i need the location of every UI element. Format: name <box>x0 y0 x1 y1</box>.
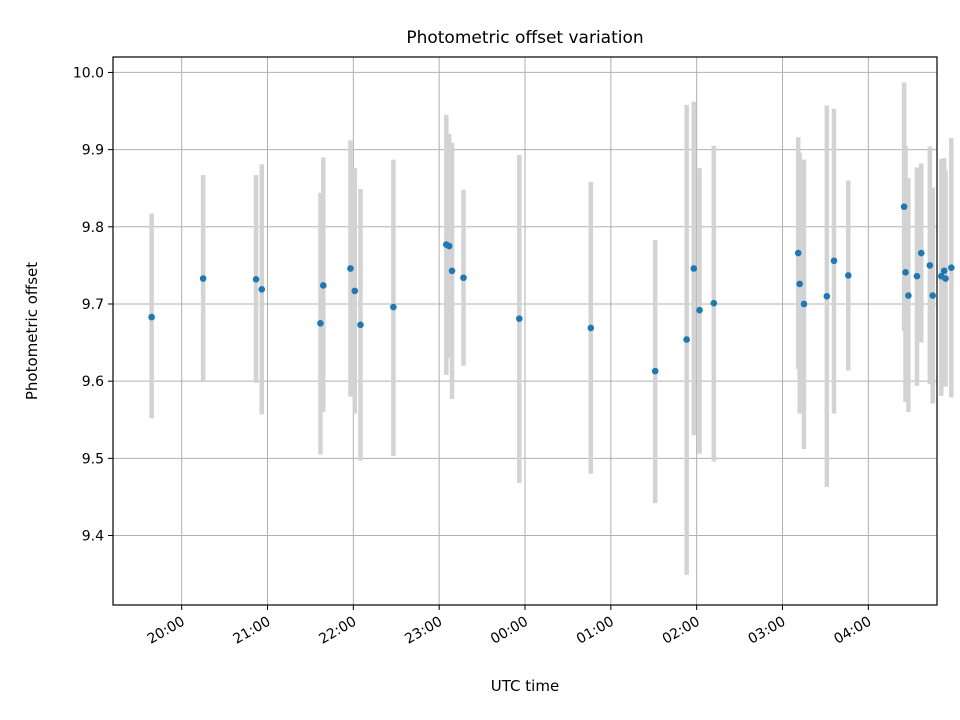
data-point <box>796 280 803 288</box>
data-points <box>148 203 955 375</box>
y-tick-label: 9.7 <box>82 297 104 313</box>
data-point <box>794 249 802 257</box>
data-point <box>148 313 155 321</box>
data-point <box>258 286 266 293</box>
data-point <box>800 300 808 308</box>
data-point <box>683 336 690 343</box>
data-point <box>587 324 595 332</box>
data-point <box>845 272 852 279</box>
data-point <box>448 267 456 275</box>
data-point <box>347 265 354 272</box>
data-point <box>515 315 523 322</box>
data-point <box>710 299 718 307</box>
y-tick-label: 9.4 <box>82 529 104 545</box>
y-axis-label: Photometric offset <box>23 262 41 400</box>
data-point <box>913 272 921 280</box>
data-point <box>445 242 453 250</box>
data-point <box>942 275 949 282</box>
data-point <box>199 275 207 282</box>
y-tick-label: 9.9 <box>82 143 104 159</box>
y-tick-label: 9.8 <box>82 220 104 236</box>
data-point <box>926 262 934 269</box>
data-point <box>319 282 327 289</box>
data-point <box>830 257 838 265</box>
data-point <box>902 269 909 276</box>
data-point <box>460 274 467 282</box>
data-point <box>929 292 937 299</box>
data-point <box>905 292 912 299</box>
y-tick-label: 10.0 <box>73 65 104 81</box>
data-point <box>900 203 908 211</box>
data-point <box>690 265 698 272</box>
data-point <box>948 264 955 272</box>
data-point <box>696 306 703 314</box>
data-point <box>390 303 397 311</box>
data-point <box>940 267 948 275</box>
x-axis-label: UTC time <box>491 677 559 695</box>
data-point <box>651 367 659 375</box>
data-point <box>252 275 260 283</box>
y-axis: 9.4 9.5 9.6 9.7 9.8 9.9 10.0 <box>73 65 113 545</box>
y-tick-label: 9.5 <box>82 451 104 467</box>
data-point <box>357 321 364 329</box>
chart-title: Photometric offset variation <box>406 28 643 48</box>
data-point <box>317 319 324 327</box>
data-point <box>823 292 831 300</box>
data-point <box>917 249 925 257</box>
y-tick-label: 9.6 <box>82 374 104 390</box>
data-point <box>351 287 359 295</box>
